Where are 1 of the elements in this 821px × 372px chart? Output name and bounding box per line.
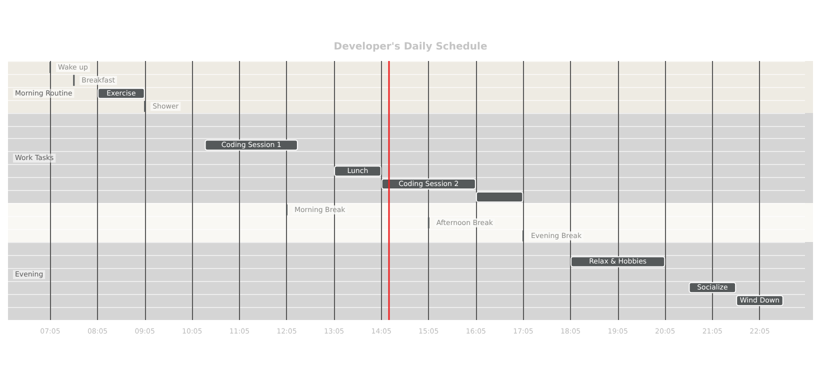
chart-title: Developer's Daily Schedule [334,42,488,52]
